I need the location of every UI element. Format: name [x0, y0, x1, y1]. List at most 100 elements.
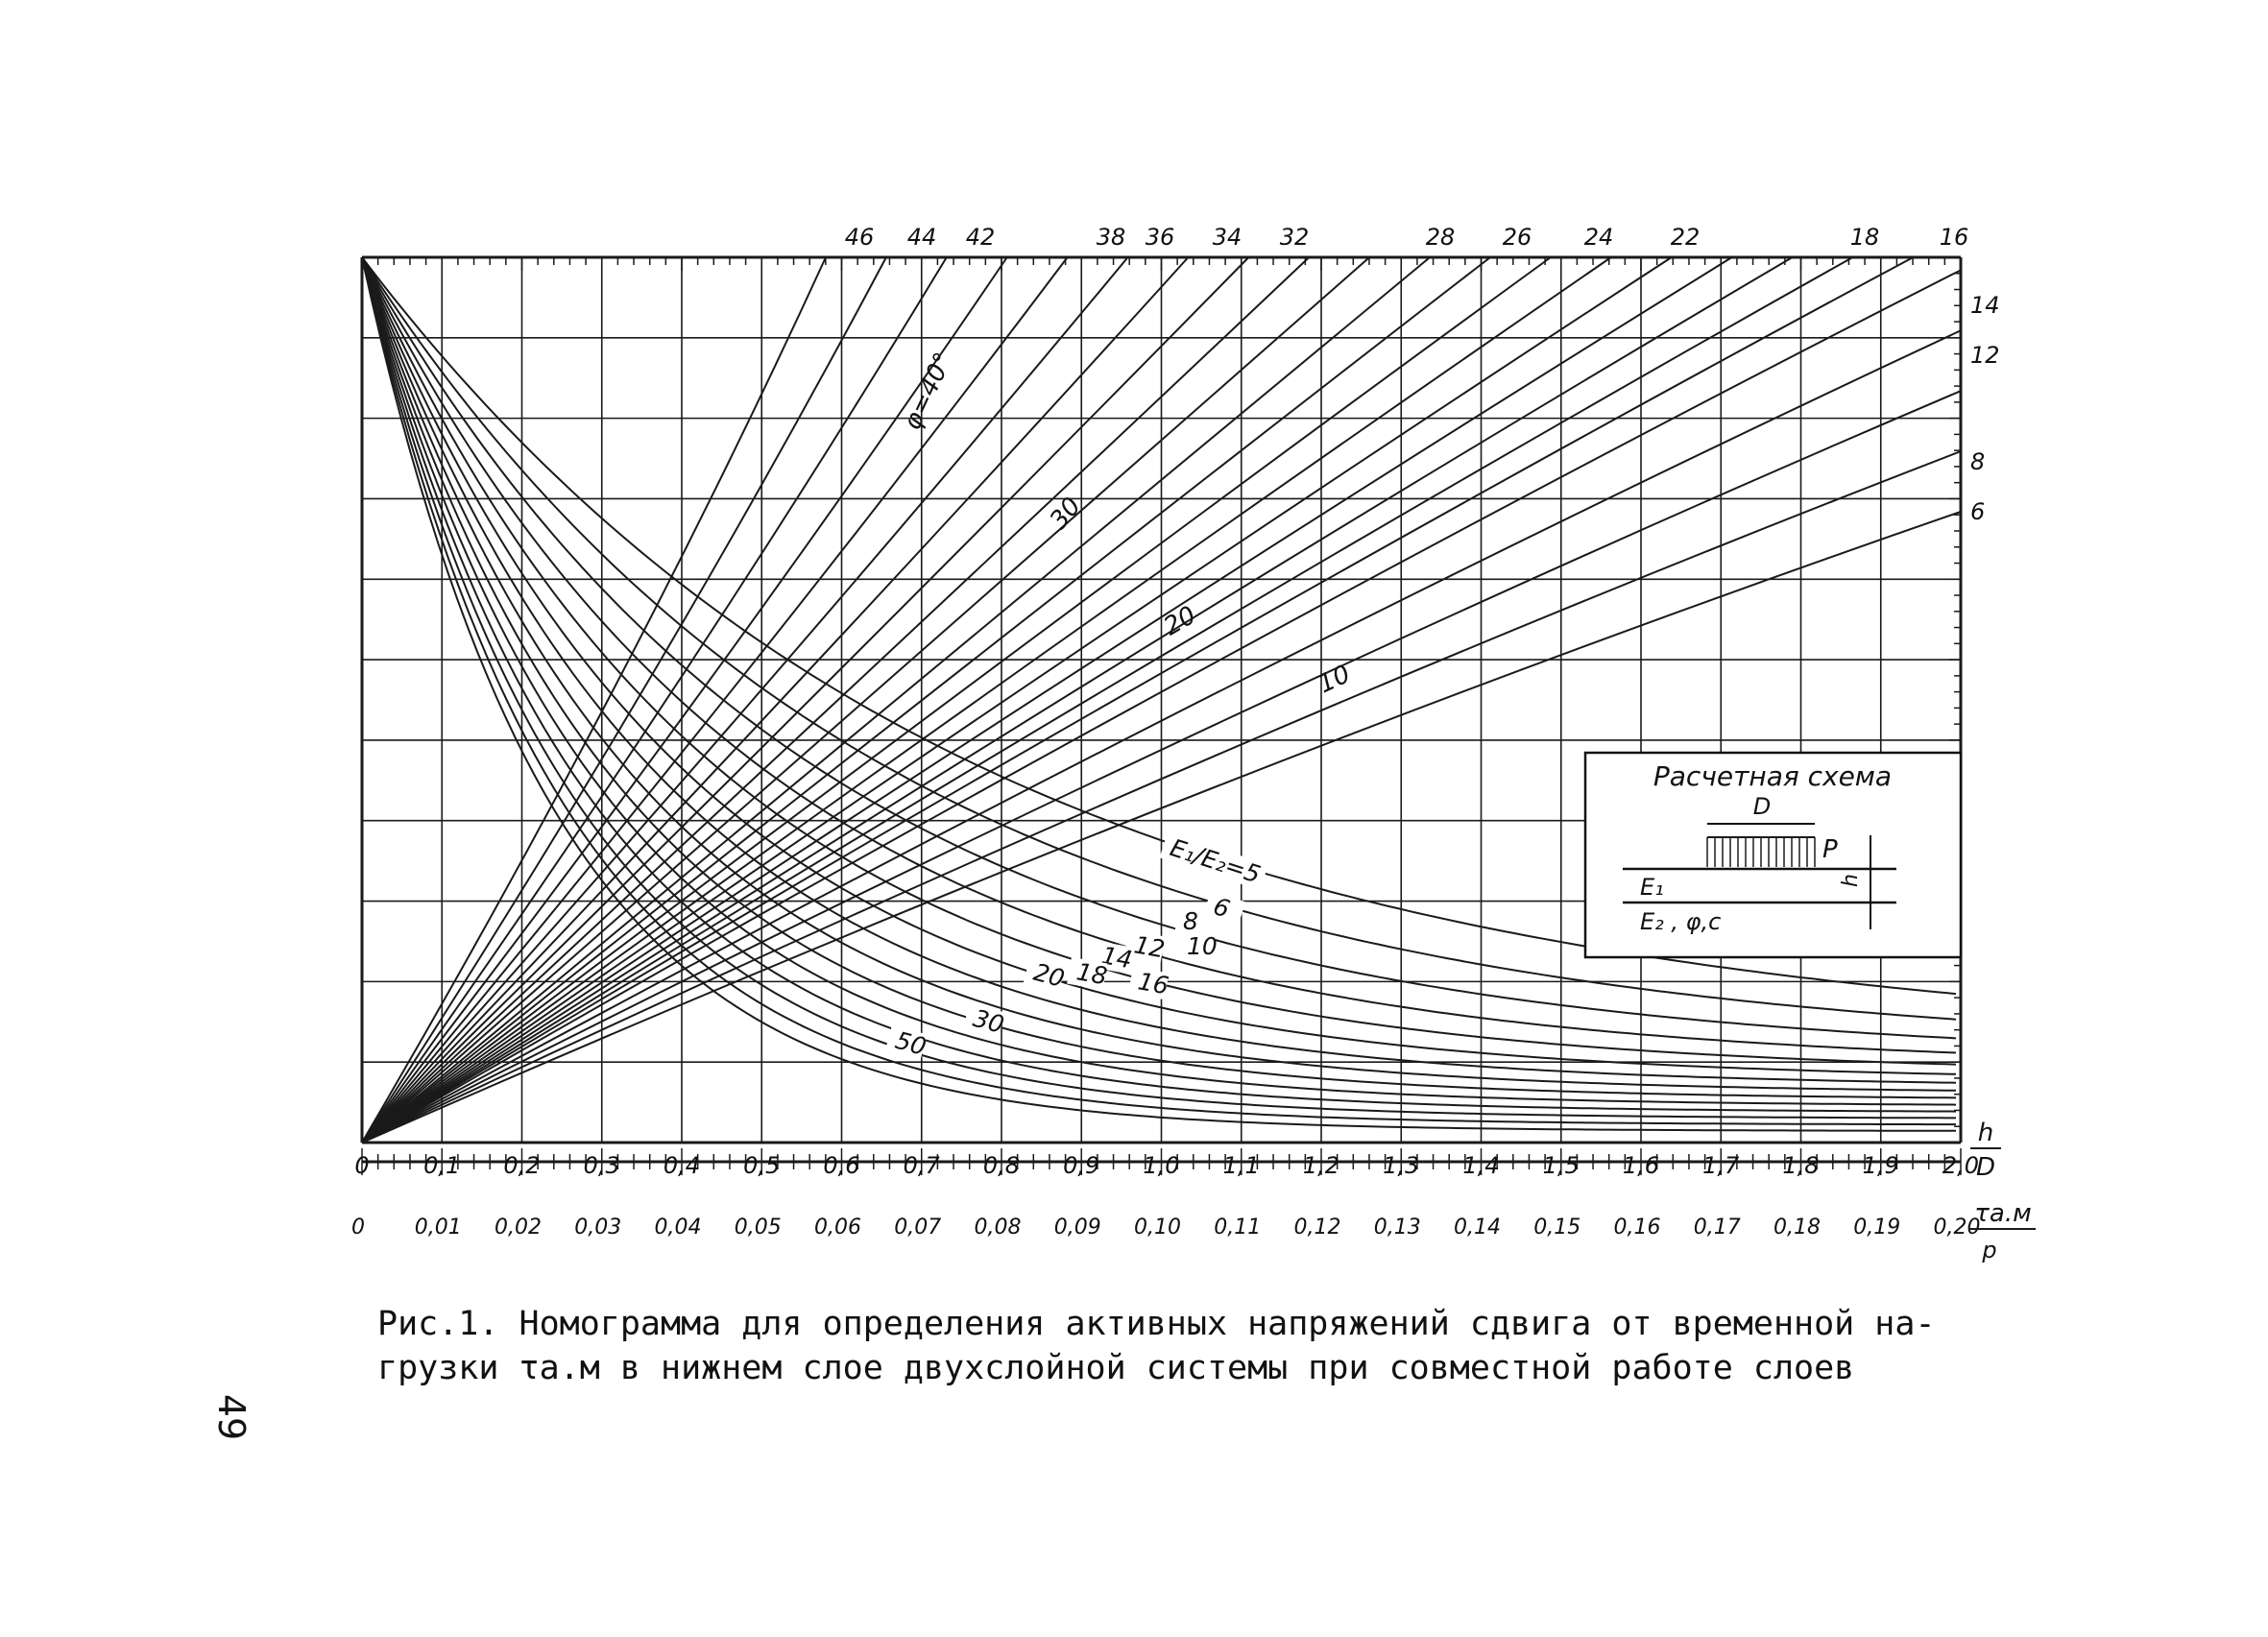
- tau-label: 0,04: [655, 1216, 702, 1240]
- label-bg: [884, 1024, 928, 1061]
- hd-label: 1,5: [1543, 1152, 1580, 1179]
- tau-label: 0,03: [574, 1216, 621, 1240]
- phi-ray: [361, 256, 1612, 1143]
- hd-label: 1,8: [1782, 1152, 1819, 1179]
- tau-label: 0,06: [814, 1216, 861, 1240]
- e-curve-label: 18: [1074, 957, 1109, 990]
- e-curve-label: 20: [1030, 958, 1067, 993]
- e-curve-label: 10: [1187, 932, 1218, 960]
- e-curve: [361, 256, 1956, 1119]
- tau-label: 0,09: [1054, 1216, 1101, 1240]
- hd-label: 1,2: [1303, 1152, 1339, 1179]
- phi-label: 38: [1097, 224, 1126, 251]
- scheme-d: D: [1753, 793, 1771, 820]
- tau-label: 0,02: [495, 1216, 542, 1240]
- phi-ray: [361, 256, 1914, 1143]
- scheme-p: P: [1822, 835, 1838, 864]
- hd-label: 1,6: [1623, 1152, 1659, 1179]
- hd-label: 1,3: [1383, 1152, 1419, 1179]
- hd-title: h: [1978, 1119, 1993, 1147]
- hd-label: 2,0: [1942, 1152, 1979, 1179]
- phi-label: 32: [1280, 224, 1310, 251]
- tau-label: 0,07: [894, 1216, 941, 1240]
- scheme-title: Расчетная схема: [1653, 760, 1892, 792]
- tau-label: 0: [351, 1216, 365, 1240]
- phi-label: 44: [907, 224, 937, 251]
- label-bg: [1179, 933, 1216, 960]
- label-bg: [1175, 908, 1212, 935]
- tau-label: 0,16: [1614, 1216, 1661, 1240]
- label-bg: [962, 1002, 1005, 1039]
- tau-label: 0,14: [1454, 1216, 1501, 1240]
- tau-label: 0,11: [1214, 1216, 1261, 1240]
- e-curve: [361, 256, 1957, 1021]
- label-bg: [1124, 929, 1166, 964]
- phi-ray: [361, 256, 1370, 1143]
- phi-label: 28: [1426, 224, 1456, 251]
- label-bg: [1128, 966, 1170, 1000]
- phi-ray: [361, 329, 1962, 1143]
- e-curve: [361, 256, 1956, 1132]
- phi-label: 6: [1970, 498, 1985, 525]
- load-arrows: [1706, 836, 1816, 867]
- phi-ray: [361, 256, 1250, 1143]
- hd-label: 0,4: [664, 1152, 700, 1179]
- phi-ray: [361, 256, 1310, 1143]
- caption-line: Рис.1. Номограмма для определения активн…: [377, 1305, 1936, 1343]
- phi-label: 16: [1940, 224, 1969, 251]
- hd-label: 1,9: [1863, 1152, 1899, 1179]
- hd-label: 1,7: [1702, 1152, 1740, 1179]
- phi-ray: [361, 256, 1129, 1143]
- e-curve-label: 8: [1183, 907, 1198, 935]
- phi-ray: [361, 511, 1962, 1143]
- phi-label: 36: [1146, 224, 1175, 251]
- phi-ray: [361, 256, 1673, 1143]
- caption-line: грузки τа.м в нижнем слое двухслойной си…: [377, 1349, 1854, 1387]
- tau-label: 0,15: [1533, 1216, 1580, 1240]
- phi-ray: [361, 256, 1008, 1143]
- tau-label: 0,19: [1853, 1216, 1900, 1240]
- e-curve-label: 12: [1132, 930, 1167, 963]
- hd-label: 0,1: [423, 1152, 460, 1179]
- phi-label: 46: [845, 224, 875, 251]
- phi-label: 12: [1970, 342, 2000, 369]
- phi-label: 26: [1503, 224, 1532, 251]
- e-curve: [361, 256, 1957, 1113]
- hd-label: 0,9: [1063, 1152, 1099, 1179]
- phi-label: 22: [1671, 224, 1701, 251]
- hd-title: D: [1976, 1153, 1995, 1182]
- e-curve: [361, 256, 1957, 1106]
- hd-label: 1,1: [1223, 1152, 1260, 1179]
- page-number: 49: [210, 1394, 253, 1440]
- e-curve: [361, 256, 1957, 1092]
- tau-label: 0,13: [1374, 1216, 1421, 1240]
- tau-label: 0,01: [415, 1216, 462, 1240]
- phi-ray: [361, 390, 1962, 1143]
- e-curve: [361, 256, 1957, 996]
- hd-label: 0,7: [904, 1152, 941, 1179]
- e-curve: [361, 256, 1957, 1075]
- tau-label: 0,17: [1694, 1216, 1741, 1240]
- nomogram: 46 44 42 38 36 34 32 28 26 24 22 18 16141286φ=40°302…: [351, 224, 2036, 1264]
- phi-ray: [361, 256, 1794, 1143]
- phi-ray: [361, 256, 1491, 1143]
- tau-label: 0,12: [1294, 1216, 1341, 1240]
- phi-ray: [361, 256, 887, 1143]
- tau-label: 0,10: [1134, 1216, 1181, 1240]
- phi-label: 34: [1213, 224, 1243, 251]
- e-curve: [361, 256, 1957, 1040]
- tau-label: 0,08: [975, 1216, 1022, 1240]
- e-curve: [361, 256, 1957, 1099]
- phi-ray: [361, 256, 948, 1143]
- tau-title: τа.м: [1974, 1199, 2031, 1228]
- tau-label: 0,05: [735, 1216, 782, 1240]
- scheme-e1: E₁: [1640, 874, 1664, 901]
- phi-label: 14: [1970, 292, 2000, 319]
- phi-ray: [361, 256, 1190, 1143]
- hd-label: 0,5: [743, 1152, 780, 1179]
- phi-ray: [361, 256, 1733, 1143]
- e-curve-label: E₁/E₂=5: [1167, 833, 1264, 889]
- hd-label: 0,6: [823, 1152, 859, 1179]
- hd-label: 0,8: [983, 1152, 1020, 1179]
